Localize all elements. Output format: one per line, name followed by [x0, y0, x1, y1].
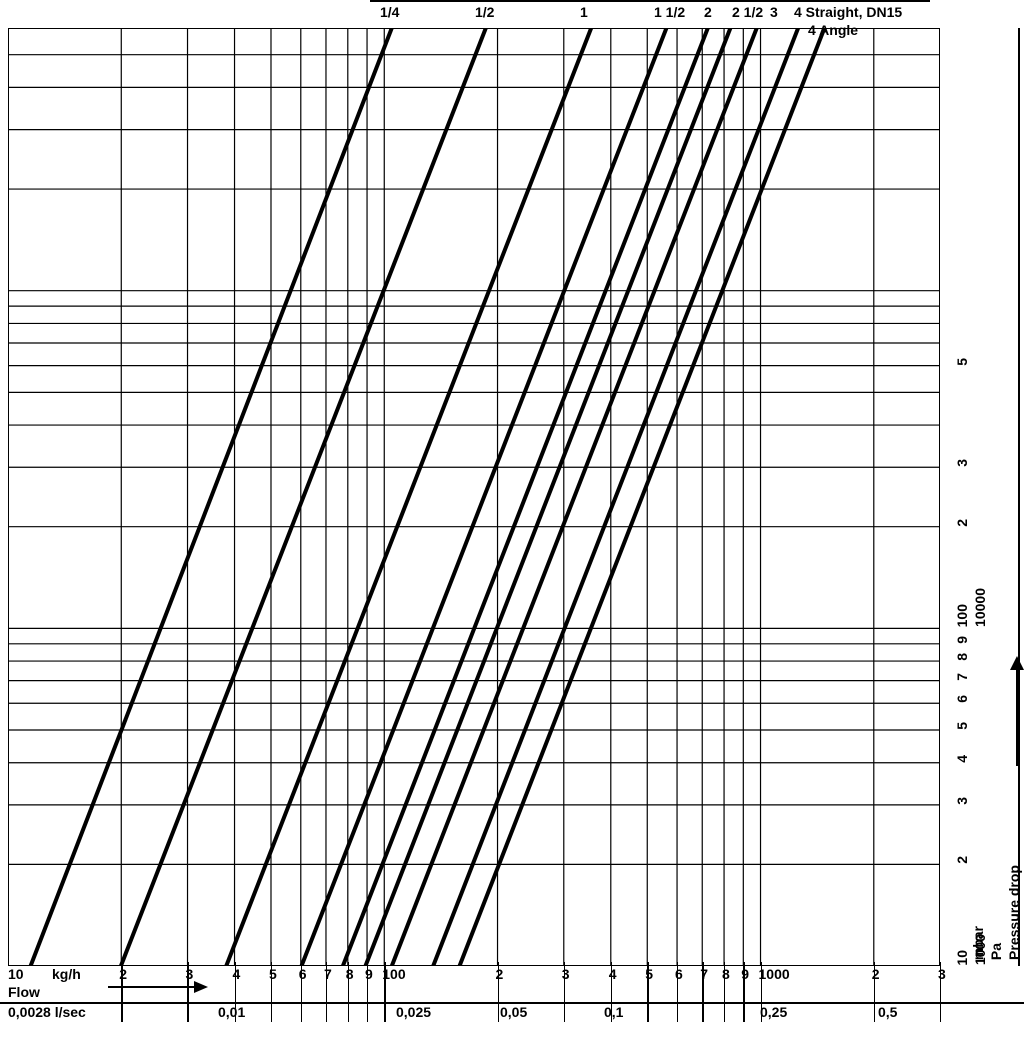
y-tick-mbar: 5	[954, 358, 970, 366]
series-label: 2 1/2	[732, 4, 763, 20]
up-arrow-icon	[1010, 656, 1024, 766]
series-label: 1/4	[380, 4, 399, 20]
y-axis-right: 1010002345678910010000235 mbar Pa Pressu…	[948, 28, 1024, 966]
series-line	[460, 28, 825, 966]
y-tick-mbar: 7	[954, 673, 970, 681]
right-side-rule	[1018, 28, 1020, 966]
x-tick-lsec: 0,025	[396, 1004, 431, 1020]
y-tick-mbar: 3	[954, 459, 970, 467]
series-line	[226, 28, 591, 966]
series-line	[343, 28, 708, 966]
series-label: 1	[580, 4, 588, 20]
series-label: 3	[770, 4, 778, 20]
y-tick-mbar: 10	[954, 950, 970, 966]
chart-svg	[8, 28, 940, 966]
y-tick-mbar: 2	[954, 856, 970, 864]
y-tick-mbar: 3	[954, 797, 970, 805]
y-tick-pa: 10000	[972, 588, 988, 627]
y-unit-pa: Pa	[988, 943, 1004, 960]
x-tick-lsec: 0,25	[760, 1004, 787, 1020]
top-divider	[370, 0, 930, 2]
y-tick-mbar: 5	[954, 722, 970, 730]
x-tick-lsec: 0,01	[218, 1004, 245, 1020]
x-kgh-unit: kg/h	[52, 966, 81, 982]
y-tick-mbar: 100	[954, 604, 970, 627]
series-line	[31, 28, 392, 966]
series-line	[365, 28, 730, 966]
flow-arrow-icon	[108, 980, 208, 994]
y-unit-mbar: mbar	[970, 926, 986, 960]
x-tick-kgh: 1000	[759, 966, 790, 982]
x-axis-kgh-row: 10 kg/h 2345678910023456789100023	[8, 966, 1024, 986]
y-tick-mbar: 6	[954, 695, 970, 703]
x-axis-lsec-row: 0,0028 l/sec 0,01 0,025 0,05 0,1 0,25 0,5	[8, 1004, 1024, 1024]
x-tick-lsec: 0,1	[604, 1004, 623, 1020]
series-top-labels: 1/41/211 1/222 1/234 Straight, DN154 Ang…	[0, 4, 1024, 28]
chart-plot-area	[8, 28, 940, 966]
series-line	[121, 28, 486, 966]
y-tick-mbar: 9	[954, 636, 970, 644]
x-kgh-10: 10	[8, 966, 24, 982]
x-axis-flow-title: Flow	[8, 984, 40, 1000]
series-label: 1/2	[475, 4, 494, 20]
x-tick-lsec: 0,0028 l/sec	[8, 1004, 86, 1020]
x-tick-lsec: 0,5	[878, 1004, 897, 1020]
x-axis-bottom: 10 kg/h 2345678910023456789100023 Flow 0…	[8, 966, 1024, 1024]
x-tick-lsec: 0,05	[500, 1004, 527, 1020]
y-tick-mbar: 8	[954, 653, 970, 661]
series-label: 4 Straight, DN15	[794, 4, 902, 20]
x-tick-kgh: 100	[382, 966, 405, 982]
series-label: 2	[704, 4, 712, 20]
series-label: 1 1/2	[654, 4, 685, 20]
series-line	[301, 28, 666, 966]
y-tick-mbar: 2	[954, 519, 970, 527]
y-tick-mbar: 4	[954, 755, 970, 763]
